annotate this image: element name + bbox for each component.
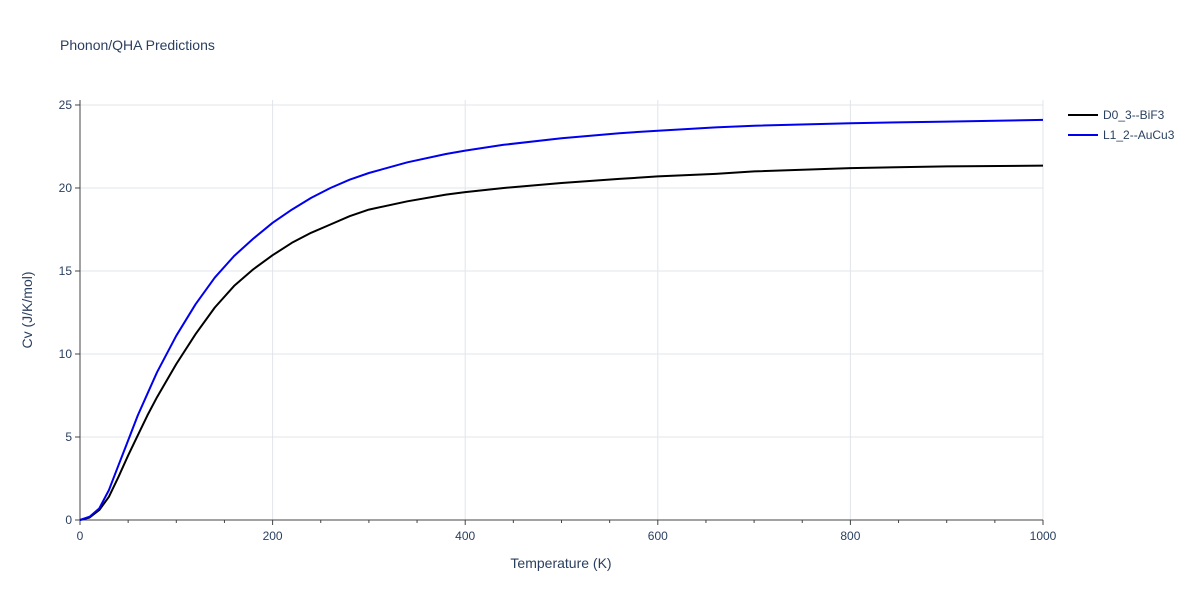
series-line-0 [79,164,1044,521]
x-tick-label: 400 [455,529,475,543]
y-tick-label: 10 [59,347,73,361]
chart-title: Phonon/QHA Predictions [60,37,215,53]
grid [80,100,1044,520]
legend-label-0: D0_3--BiF3 [1103,108,1165,122]
x-axis-title: Temperature (K) [510,555,611,571]
x-tick-label: 1000 [1030,529,1057,543]
x-tick-label: 800 [840,529,860,543]
legend: D0_3--BiF3 L1_2--AuCu3 [1068,108,1175,142]
y-axis-ticks: 0 5 10 15 20 25 [59,98,80,527]
x-axis-ticks: 0 200 400 600 800 1000 [77,520,1057,543]
y-tick-label: 20 [59,181,73,195]
x-tick-label: 600 [648,529,668,543]
y-tick-label: 5 [65,430,72,444]
y-tick-label: 25 [59,98,73,112]
y-tick-label: 15 [59,264,73,278]
y-axis-title: Cv (J/K/mol) [19,272,35,349]
x-tick-label: 0 [77,529,84,543]
legend-label-1: L1_2--AuCu3 [1103,128,1175,142]
axes [79,100,1043,521]
y-tick-label: 0 [65,513,72,527]
plot-lines [79,118,1044,521]
series-line-1 [79,118,1044,521]
x-tick-label: 200 [263,529,283,543]
